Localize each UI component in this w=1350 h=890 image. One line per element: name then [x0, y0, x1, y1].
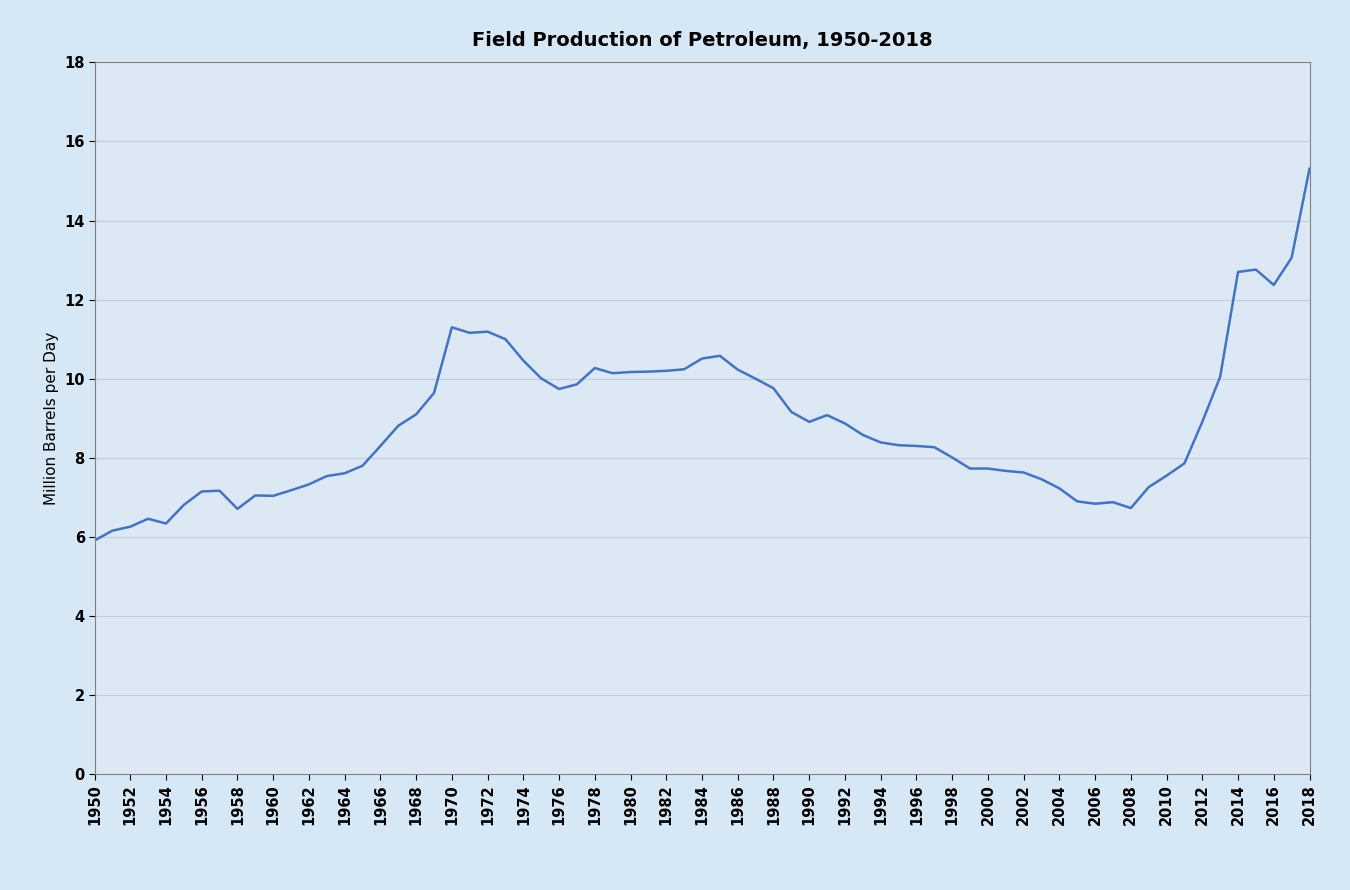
Y-axis label: Million Barrels per Day: Million Barrels per Day — [43, 332, 58, 505]
Title: Field Production of Petroleum, 1950-2018: Field Production of Petroleum, 1950-2018 — [471, 30, 933, 50]
